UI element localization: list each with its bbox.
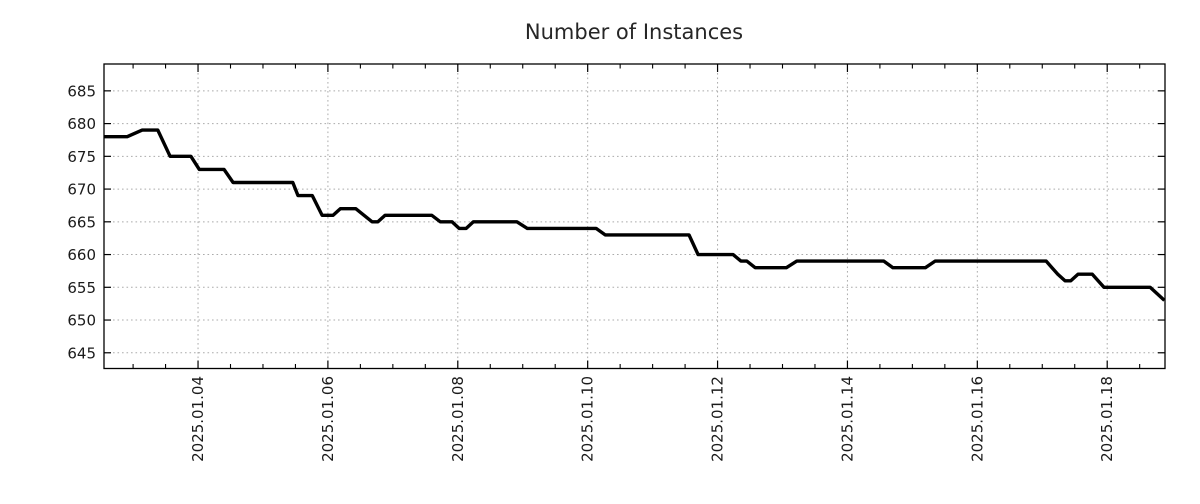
x-tick-label: 2025.01.16 [968, 376, 986, 462]
x-tick-label: 2025.01.06 [319, 376, 337, 462]
y-tick-labels: 645 650 655 660 665 670 675 680 685 [67, 82, 96, 362]
y-tick-label: 645 [67, 344, 96, 362]
x-tick-label: 2025.01.10 [579, 376, 597, 462]
y-tick-label: 680 [67, 115, 96, 133]
data-line-instances [104, 128, 1166, 302]
y-tick-label: 660 [67, 246, 96, 264]
x-tick-label: 2025.01.14 [838, 376, 856, 462]
x-tick-label: 2025.01.18 [1098, 376, 1116, 462]
x-tick-labels: 2025.01.04 2025.01.06 2025.01.08 2025.01.10… [189, 376, 1116, 462]
chart-title: Number of Instances [525, 20, 743, 44]
y-tick-label: 665 [67, 213, 96, 231]
x-tick-label: 2025.01.08 [449, 376, 467, 462]
y-tick-label: 650 [67, 312, 96, 330]
plot-frame [103, 63, 1166, 370]
y-gridlines [104, 90, 1165, 354]
y-tick-label: 655 [67, 279, 96, 297]
x-tick-label: 2025.01.04 [189, 376, 207, 462]
y-tick-label: 675 [67, 148, 96, 166]
x-gridlines [197, 64, 1108, 369]
y-tick-label: 670 [67, 181, 96, 199]
axis-ticks [104, 64, 1165, 369]
x-tick-label: 2025.01.12 [709, 376, 727, 462]
y-tick-label: 685 [67, 82, 96, 100]
